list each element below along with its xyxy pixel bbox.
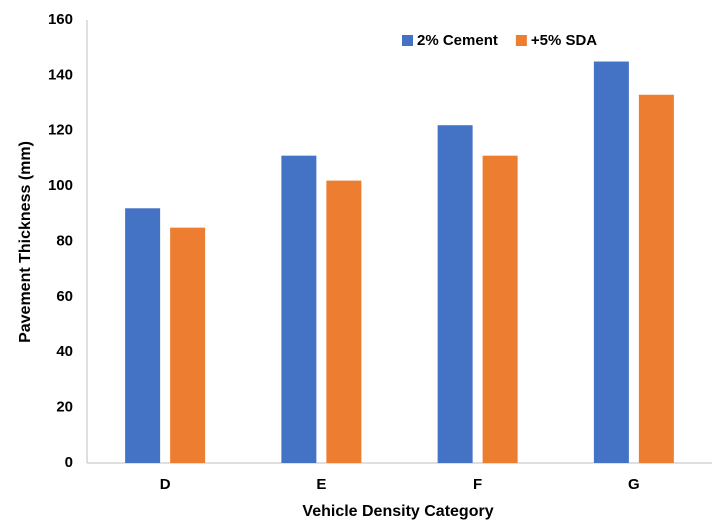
y-tick-label: 100 bbox=[48, 177, 73, 194]
x-tick-label: G bbox=[628, 476, 640, 493]
x-tick-label: E bbox=[316, 476, 326, 493]
y-tick-label: 120 bbox=[48, 122, 73, 139]
legend-label: +5% SDA bbox=[531, 32, 597, 49]
legend-swatch bbox=[402, 35, 413, 46]
bar bbox=[125, 208, 161, 463]
bar bbox=[281, 155, 317, 463]
y-tick-label: 20 bbox=[56, 399, 73, 416]
bar bbox=[437, 125, 473, 464]
bar bbox=[593, 61, 629, 463]
legend-swatch bbox=[515, 35, 527, 46]
y-tick-label: 60 bbox=[56, 288, 73, 305]
legend-label: 2% Cement bbox=[417, 32, 498, 49]
bar bbox=[170, 227, 206, 463]
x-tick-label: D bbox=[160, 476, 171, 493]
y-tick-label: 0 bbox=[65, 454, 73, 471]
y-tick-label: 160 bbox=[48, 11, 73, 28]
bar bbox=[638, 94, 674, 463]
x-tick-label: F bbox=[473, 476, 482, 493]
x-axis-label: Vehicle Density Category bbox=[302, 503, 493, 520]
bar bbox=[482, 155, 518, 463]
bar bbox=[326, 180, 362, 463]
y-tick-label: 80 bbox=[56, 232, 73, 249]
y-tick-label: 40 bbox=[56, 343, 73, 360]
y-tick-label: 140 bbox=[48, 66, 73, 83]
y-axis-label: Pavement Thickness (mm) bbox=[17, 141, 34, 343]
